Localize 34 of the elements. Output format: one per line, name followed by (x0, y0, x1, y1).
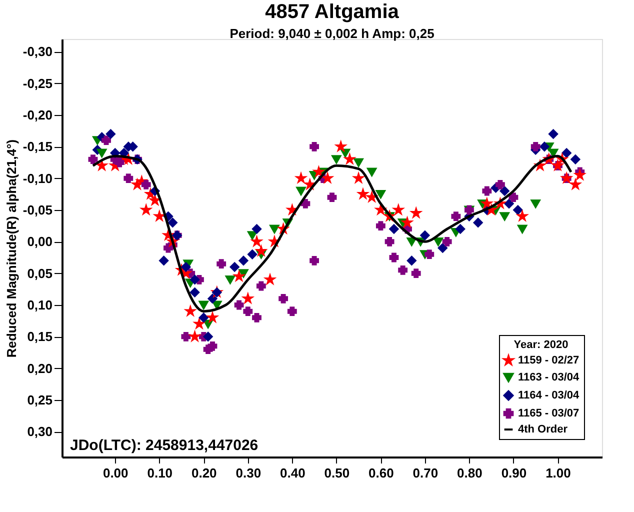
x-tick-label: 0.50 (324, 466, 350, 480)
chart-title: 4857 Altgamia (265, 1, 400, 23)
y-tick-label: -0,20 (22, 108, 52, 122)
y-tick-label: 0,15 (27, 329, 52, 344)
y-tick-label: 0,00 (27, 234, 52, 250)
x-tick-label: 0.90 (501, 466, 527, 480)
y-tick-label: -0,05 (22, 202, 52, 218)
y-tick-label: 0,05 (27, 266, 52, 281)
legend-label: 1165 - 03/07 (518, 408, 580, 420)
y-tick-label: 0,10 (27, 298, 52, 312)
x-tick-label: 0.30 (236, 466, 262, 480)
x-tick-label: 0.80 (457, 466, 482, 480)
x-tick-label: 0.60 (368, 466, 394, 480)
legend-label: 1164 - 03/04 (518, 390, 580, 402)
y-axis-title: Reduced Magnitude(R) alpha(21,4°) (4, 139, 19, 358)
legend-label: 4th Order (518, 424, 568, 436)
annotation: JDo(LTC): 2458913,447026 (70, 437, 258, 454)
x-tick-label: 0.10 (147, 466, 173, 480)
legend-label: 1163 - 03/04 (518, 372, 580, 384)
x-tick-label: 1.00 (546, 466, 571, 480)
x-tick-label: 0.40 (280, 466, 306, 480)
x-tick-label: 0.70 (412, 466, 438, 480)
legend-label: 1159 - 02/27 (518, 354, 580, 366)
x-tick-label: 0.00 (102, 466, 128, 480)
y-tick-label: 0,25 (27, 392, 52, 408)
y-tick-label: -0,25 (22, 76, 52, 91)
y-tick-label: -0,30 (22, 44, 52, 60)
legend-title: Year: 2020 (514, 339, 568, 351)
x-tick-label: 0.20 (191, 466, 217, 480)
y-tick-label: -0,15 (22, 139, 52, 154)
y-tick-label: 0,20 (27, 360, 52, 376)
y-tick-label: 0,30 (27, 424, 52, 440)
y-tick-label: -0,10 (22, 170, 52, 186)
chart-subtitle: Period: 9,040 ± 0,002 h Amp: 0,25 (230, 26, 434, 41)
